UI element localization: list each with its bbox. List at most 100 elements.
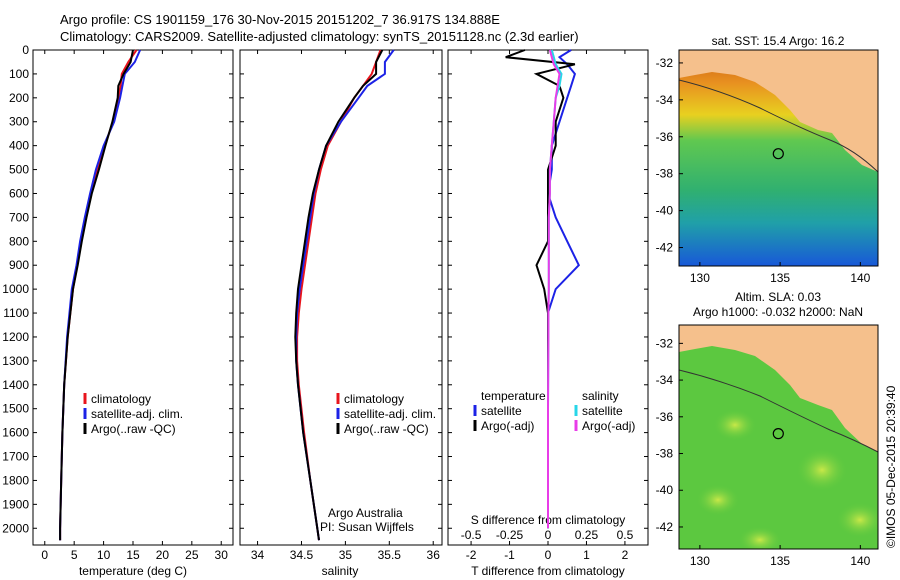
- series-line-3: [294, 49, 384, 541]
- salinity-axes: [239, 49, 443, 546]
- difference-legend: temperature satellite Argo(-adj) salinit…: [473, 389, 635, 433]
- x-tick-label: 35.5: [378, 548, 402, 562]
- legend-sal-satellite-label: satellite: [582, 404, 623, 418]
- y-tick-label: 1600: [2, 426, 29, 440]
- map-y-tick-label: -32: [656, 56, 674, 70]
- map-y-tick-label: -36: [656, 410, 674, 424]
- series-line-2: [505, 49, 576, 529]
- x-tick-label: 0: [545, 548, 552, 562]
- y-tick-label: 1000: [2, 282, 29, 296]
- legend-temp-satellite-label: satellite: [481, 404, 522, 418]
- legend-climatology-label: climatology: [91, 392, 151, 406]
- sla-map-image: [679, 325, 878, 549]
- y-tick-label: 700: [9, 210, 29, 224]
- sst-isobath: [679, 79, 878, 173]
- x-tick-label: 34.5: [290, 548, 314, 562]
- legend-temperature-title: temperature: [481, 389, 546, 403]
- y-tick-label: 500: [9, 163, 29, 177]
- map-y-tick-label: -40: [656, 204, 674, 218]
- sla-map-panel: Altim. SLA: 0.03 Argo h1000: -0.032 h200…: [656, 290, 879, 568]
- series-line-2: [295, 49, 395, 541]
- s-tick-label: 0.5: [617, 528, 634, 542]
- s-tick-label: 0.25: [575, 528, 599, 542]
- y-tick-label: 0: [22, 43, 29, 57]
- temperature-legend: climatology satellite-adj. clim. Argo(..…: [83, 392, 183, 436]
- salinity-xlabel: salinity: [322, 564, 359, 578]
- x-tick-label: 1: [583, 548, 590, 562]
- y-tick-label: 600: [9, 186, 29, 200]
- map-y-tick-label: -34: [656, 93, 674, 107]
- sst-map-panel: sat. SST: 15.4 Argo: 16.2 130 135 140 -32 -3…: [656, 34, 879, 285]
- y-tick-label: 900: [9, 258, 29, 272]
- y-tick-label: 1400: [2, 378, 29, 392]
- map-y-tick-label: -32: [656, 336, 674, 350]
- sst-map-image: [679, 50, 878, 266]
- y-tick-label: 1300: [2, 354, 29, 368]
- legend-satellite-label: satellite-adj. clim.: [91, 407, 183, 421]
- map-x-tick-label: 135: [770, 271, 790, 285]
- sst-land: [679, 50, 878, 172]
- y-tick-label: 800: [9, 234, 29, 248]
- x-tick-label: 2: [622, 548, 629, 562]
- legend-argo-label: Argo(..raw -QC): [344, 422, 429, 436]
- sla-map-title-line2: Argo h1000: -0.032 h2000: NaN: [693, 305, 863, 319]
- map-y-tick-label: -38: [656, 447, 674, 461]
- figure-title-line1: Argo profile: CS 1901159_176 30-Nov-2015…: [60, 12, 500, 27]
- series-line-3: [59, 49, 134, 541]
- y-tick-label: 1700: [2, 450, 29, 464]
- map-y-tick-label: -42: [656, 520, 674, 534]
- map-x-tick-label: 130: [690, 271, 710, 285]
- map-y-tick-label: -34: [656, 373, 674, 387]
- series-line-1: [546, 49, 581, 529]
- y-tick-label: 300: [9, 115, 29, 129]
- salinity-annotation-line2: PI: Susan Wijffels: [320, 520, 414, 534]
- x-tick-label: 34: [251, 548, 265, 562]
- map-y-tick-label: -38: [656, 167, 674, 181]
- map-x-tick-label: 140: [850, 271, 870, 285]
- s-tick-label: -0.5: [461, 528, 482, 542]
- x-tick-label: 0: [41, 548, 48, 562]
- y-tick-label: 100: [9, 67, 29, 81]
- argo-float-marker: [772, 148, 784, 160]
- legend-climatology-label: climatology: [344, 392, 404, 406]
- salinity-annotation-line1: Argo Australia: [328, 506, 403, 520]
- series-line-4: [547, 49, 561, 529]
- y-tick-label: 200: [9, 91, 29, 105]
- footer-stamp: ©IMOS 05-Dec-2015 20:39:40: [884, 385, 898, 548]
- salinity-panel: salinity climatology satellite-adj. clim…: [239, 49, 443, 578]
- map-y-tick-label: -36: [656, 130, 674, 144]
- legend-argo-label: Argo(..raw -QC): [91, 422, 176, 436]
- x-tick-label: 5: [71, 548, 78, 562]
- y-tick-label: 1900: [2, 497, 29, 511]
- x-tick-label: 25: [185, 548, 199, 562]
- x-tick-label: 20: [156, 548, 170, 562]
- x-tick-label: -1: [504, 548, 515, 562]
- y-tick-label: 1100: [3, 306, 29, 320]
- s-tick-label: -0.25: [496, 528, 524, 542]
- sla-map-frame: [678, 324, 879, 550]
- legend-salinity-title: salinity: [582, 389, 619, 403]
- temperature-xlabel: temperature (deg C): [79, 564, 187, 578]
- legend-sal-argo-label: Argo(-adj): [582, 419, 635, 433]
- x-tick-label: 10: [97, 548, 111, 562]
- sla-land: [679, 325, 878, 452]
- difference-panel: S difference from climatology T differen…: [447, 49, 649, 578]
- map-y-tick-label: -40: [656, 483, 674, 497]
- sla-map-title-line1: Altim. SLA: 0.03: [735, 290, 821, 304]
- argo-float-marker: [772, 428, 784, 440]
- x-tick-label: -2: [466, 548, 477, 562]
- map-y-tick-label: -42: [656, 241, 674, 255]
- map-x-tick-label: 140: [850, 554, 870, 568]
- y-tick-label: 400: [9, 139, 29, 153]
- map-x-tick-label: 135: [770, 554, 790, 568]
- sla-isobath: [679, 369, 878, 453]
- y-tick-label: 1800: [2, 473, 29, 487]
- x-tick-label: 15: [126, 548, 140, 562]
- difference-xlabel: T difference from climatology: [471, 564, 625, 578]
- y-tick-label: 1500: [2, 402, 29, 416]
- figure-title-line2: Climatology: CARS2009. Satellite-adjuste…: [60, 29, 579, 44]
- legend-satellite-label: satellite-adj. clim.: [344, 407, 436, 421]
- y-tick-label: 2000: [2, 521, 29, 535]
- salinity-legend: climatology satellite-adj. clim. Argo(..…: [336, 392, 436, 436]
